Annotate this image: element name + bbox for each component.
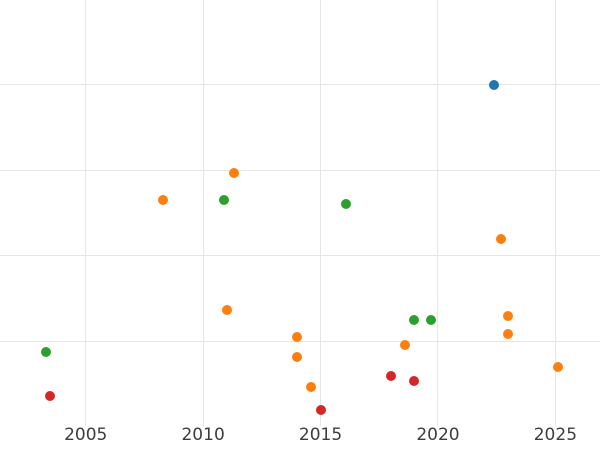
data-point-red — [315, 404, 326, 415]
x-tick-label: 2010 — [181, 425, 225, 445]
data-point-orange — [400, 339, 411, 350]
data-point-green — [425, 314, 436, 325]
data-point-green — [409, 314, 420, 325]
x-tick — [554, 420, 556, 426]
x-tick — [437, 420, 439, 426]
data-point-orange — [221, 304, 232, 315]
x-tick-label: 2005 — [64, 425, 108, 445]
x-tick-label: 2025 — [533, 425, 578, 445]
data-point-orange — [496, 233, 507, 244]
x-tick — [85, 420, 87, 426]
x-tick-label: 2015 — [298, 425, 343, 445]
y-gridline — [0, 84, 600, 86]
data-point-blue — [489, 79, 500, 90]
plot-area — [0, 0, 600, 420]
data-point-orange — [158, 195, 169, 206]
x-tick-label: 2020 — [416, 425, 460, 445]
data-point-red — [409, 375, 420, 386]
x-tick — [202, 420, 204, 426]
y-gridline — [0, 255, 600, 257]
data-point-orange — [503, 310, 514, 321]
data-point-orange — [306, 382, 317, 393]
data-point-green — [341, 198, 352, 209]
x-gridline — [202, 0, 204, 420]
x-gridline — [437, 0, 439, 420]
x-gridline — [554, 0, 556, 420]
x-tick — [320, 420, 322, 426]
x-gridline — [320, 0, 322, 420]
data-point-red — [385, 371, 396, 382]
y-gridline — [0, 340, 600, 342]
data-point-orange — [292, 332, 303, 343]
y-gridline — [0, 169, 600, 171]
x-gridline — [85, 0, 87, 420]
data-point-orange — [292, 351, 303, 362]
data-point-green — [219, 195, 230, 206]
data-point-orange — [503, 328, 514, 339]
data-point-orange — [552, 361, 563, 372]
data-point-green — [40, 346, 51, 357]
data-point-orange — [228, 167, 239, 178]
data-point-red — [45, 391, 56, 402]
